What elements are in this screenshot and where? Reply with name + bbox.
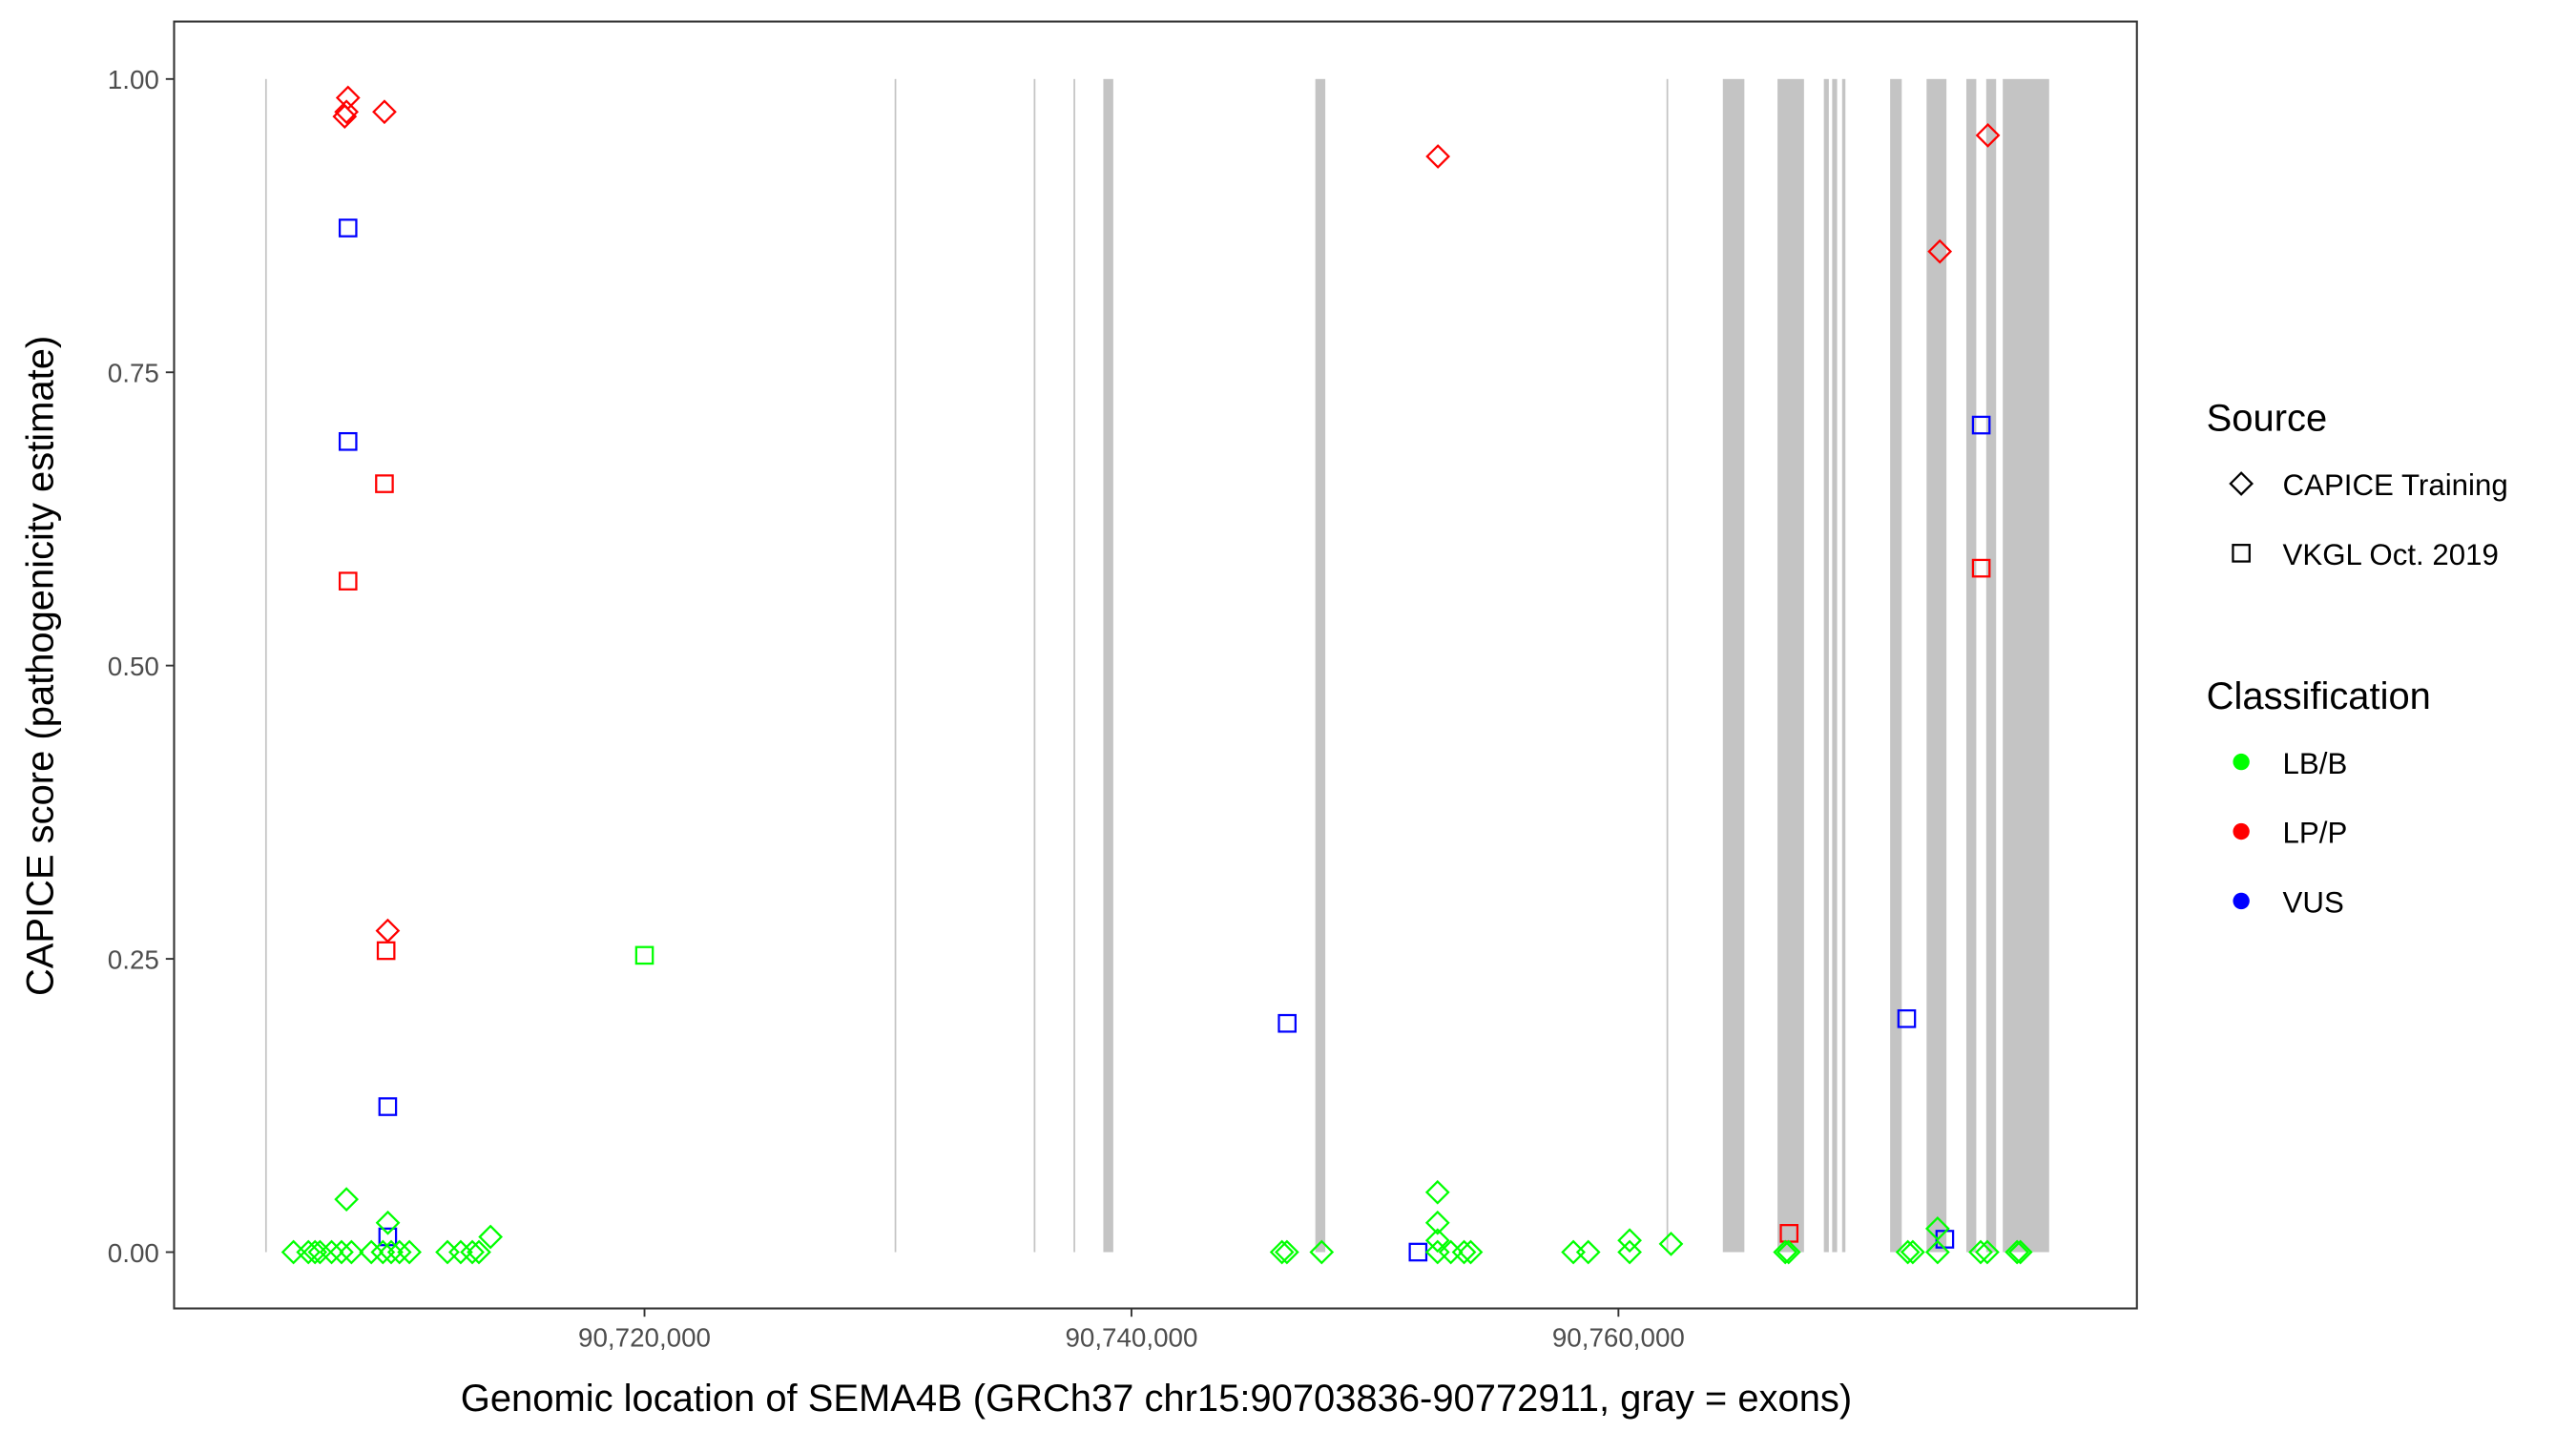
point: [1425, 144, 1451, 169]
legend-key: [2229, 471, 2254, 496]
point: [1900, 1239, 1925, 1265]
point: [1924, 1216, 1950, 1241]
y-tick-label: 1.00: [108, 65, 159, 94]
point: [338, 431, 358, 451]
legend-key: [2233, 822, 2250, 840]
point: [1971, 415, 1991, 435]
point: [370, 1239, 396, 1265]
point: [1776, 1239, 1801, 1265]
exon: [1103, 78, 1113, 1253]
point: [1458, 1239, 1484, 1265]
x-tick-label: 90,720,000: [578, 1322, 711, 1352]
exon: [1832, 78, 1838, 1253]
point: [448, 1239, 473, 1265]
point: [375, 474, 394, 493]
exon: [1315, 78, 1326, 1253]
y-axis-title: CAPICE score (pathogenicity estimate): [20, 336, 62, 996]
point: [329, 1239, 354, 1265]
point: [2007, 1239, 2033, 1265]
point: [1975, 1239, 2000, 1265]
y-tick-label: 0.75: [108, 359, 159, 388]
point: [379, 1239, 404, 1265]
exon: [1033, 78, 1036, 1253]
point: [467, 1239, 491, 1265]
point: [376, 941, 396, 961]
legend-key: [2232, 544, 2251, 563]
legend-key: [2233, 892, 2250, 910]
point: [1773, 1239, 1798, 1265]
point: [1895, 1239, 1921, 1265]
point: [1278, 1013, 1297, 1033]
legend-label: LB/B: [2283, 747, 2348, 780]
point: [375, 1210, 401, 1235]
x-axis-title: Genomic location of SEMA4B (GRCh37 chr15…: [461, 1378, 1852, 1420]
point: [1897, 1008, 1917, 1028]
point: [1617, 1228, 1642, 1254]
point: [478, 1224, 504, 1250]
point: [339, 1239, 364, 1265]
legend-label: VKGL Oct. 2019: [2283, 538, 2499, 571]
exon: [1666, 78, 1669, 1253]
point: [386, 1239, 412, 1265]
point: [378, 1097, 398, 1116]
exon: [1926, 78, 1947, 1253]
legend-label: CAPICE Training: [2283, 468, 2508, 502]
point: [1269, 1239, 1295, 1265]
exon: [1823, 78, 1829, 1253]
legend-label: LP/P: [2283, 817, 2348, 850]
point: [338, 571, 358, 591]
point: [397, 1239, 422, 1265]
point: [1424, 1210, 1450, 1235]
x-tick-label: 90,740,000: [1065, 1322, 1197, 1352]
exon: [1985, 78, 1997, 1253]
point: [1617, 1239, 1642, 1265]
exon: [264, 78, 267, 1253]
exon: [2003, 78, 2049, 1253]
point: [338, 218, 358, 238]
point: [1975, 122, 2001, 148]
point: [1309, 1239, 1335, 1265]
legend: Source Classification CAPICE Training VKG…: [2207, 397, 2508, 919]
point: [2005, 1239, 2030, 1265]
legend-title: Source: [2207, 397, 2328, 439]
exon: [894, 78, 897, 1253]
point: [1968, 1239, 1993, 1265]
exon: [1073, 78, 1075, 1253]
point: [1658, 1232, 1684, 1256]
legend-key: [2233, 753, 2250, 771]
point: [334, 99, 360, 125]
point: [1451, 1239, 1477, 1265]
point: [302, 1239, 328, 1265]
y-tick-label: 0.50: [108, 652, 159, 681]
point: [1924, 1239, 1950, 1265]
point: [1424, 1179, 1450, 1205]
point: [296, 1239, 322, 1265]
exon: [1722, 78, 1745, 1253]
plot-area: [264, 78, 2049, 1265]
exon: [1890, 78, 1902, 1253]
point: [1424, 1228, 1450, 1254]
exon: [1777, 78, 1804, 1253]
point: [1274, 1239, 1299, 1265]
point: [1971, 558, 1991, 578]
point: [460, 1239, 485, 1265]
point: [1927, 238, 1953, 264]
point: [307, 1239, 333, 1265]
y-tick-label: 0.00: [108, 1238, 159, 1268]
exon: [1841, 78, 1846, 1253]
point: [334, 1187, 360, 1213]
legend-label: VUS: [2283, 886, 2344, 920]
exon: [1965, 78, 1977, 1253]
point: [634, 945, 654, 965]
y-tick-label: 0.25: [108, 944, 159, 974]
point: [319, 1239, 344, 1265]
legend-title: Classification: [2207, 675, 2431, 717]
point: [1575, 1239, 1601, 1265]
point: [359, 1239, 384, 1265]
x-tick-label: 90,760,000: [1552, 1322, 1685, 1352]
point: [372, 99, 397, 125]
